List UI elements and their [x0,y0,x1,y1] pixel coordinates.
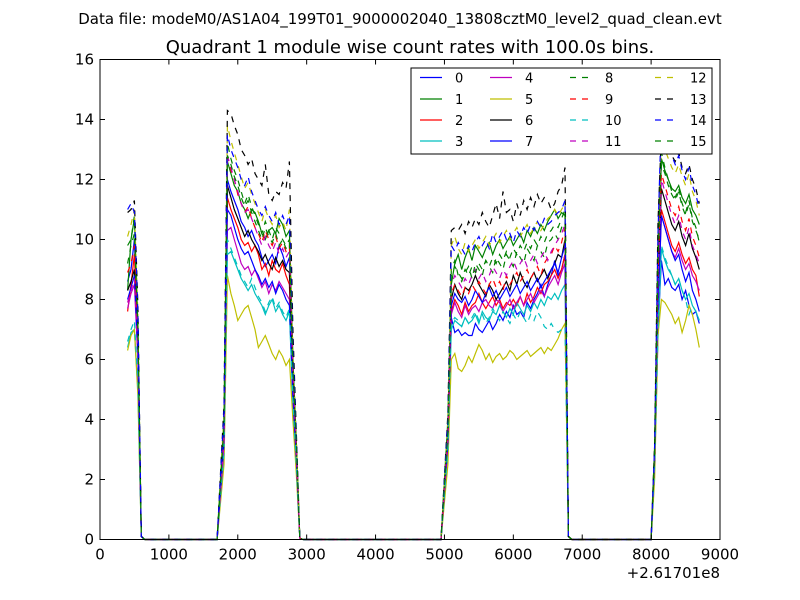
series-line-6 [127,185,700,541]
series-13 [127,109,700,541]
x-tick-label: 3000 [288,546,326,564]
legend-label-5: 5 [525,93,533,108]
y-tick-label: 14 [75,111,94,129]
series-line-1 [127,158,700,541]
series-line-10 [127,239,700,541]
series-7 [127,207,700,541]
chart-suptitle: Data file: modeM0/AS1A04_199T01_90000020… [78,10,722,29]
x-tick-label: 6000 [494,546,532,564]
x-tick-label: 0 [95,546,105,564]
series-line-9 [127,155,700,541]
series-line-5 [127,275,700,541]
series-4 [127,215,700,541]
x-tick-label: 8000 [632,546,670,564]
series-line-11 [127,155,700,541]
series-line-13 [127,109,700,541]
legend-label-15: 15 [690,135,707,150]
legend-label-13: 13 [690,93,707,108]
legend-label-11: 11 [605,135,622,150]
x-tick-label: 9000 [701,546,739,564]
series-line-12 [127,125,700,541]
series-6 [127,185,700,541]
x-tick-label: 4000 [356,546,394,564]
series-line-4 [127,215,700,541]
x-offset-label: +2.61701e8 [627,564,720,582]
series-11 [127,155,700,541]
y-tick-label: 16 [75,51,94,69]
y-tick-label: 6 [84,351,94,369]
series-line-2 [127,197,700,541]
series-15 [127,152,700,541]
legend-label-6: 6 [525,114,533,129]
x-tick-label: 7000 [563,546,601,564]
y-tick-label: 0 [84,531,94,549]
axis-ticks: 0 1000 2000 3000 4000 5000 6000 7000 8000 9000 0 2 4… [75,51,739,564]
legend-label-2: 2 [455,114,463,129]
series-3 [127,248,700,541]
series-9 [127,155,700,541]
series-10 [127,239,700,541]
legend-label-10: 10 [605,114,622,129]
series-8 [127,143,700,541]
series-line-0 [127,179,700,541]
y-tick-label: 8 [84,291,94,309]
series-2 [127,197,700,541]
series-line-15 [127,152,700,541]
x-tick-label: 5000 [425,546,463,564]
x-tick-label: 2000 [219,546,257,564]
legend-label-3: 3 [455,135,463,150]
legend-label-7: 7 [525,135,533,150]
legend-label-1: 1 [455,93,463,108]
series-1 [127,158,700,541]
x-tick-label: 1000 [150,546,188,564]
series-layer [127,109,700,541]
series-line-14 [127,113,700,541]
legend-label-12: 12 [690,72,707,87]
legend-label-8: 8 [605,72,613,87]
series-line-3 [127,248,700,541]
y-tick-label: 4 [84,411,94,429]
legend-box [410,67,713,155]
series-line-8 [127,143,700,541]
series-5 [127,275,700,541]
series-0 [127,179,700,541]
y-tick-label: 2 [84,471,94,489]
series-12 [127,125,700,541]
legend-label-4: 4 [525,72,533,87]
series-14 [127,113,700,541]
legend-label-0: 0 [455,72,463,87]
chart-title: Quadrant 1 module wise count rates with … [166,37,655,58]
series-line-7 [127,207,700,541]
legend-label-14: 14 [690,114,707,129]
y-tick-label: 12 [75,171,94,189]
y-tick-label: 10 [75,231,94,249]
legend-label-9: 9 [605,93,613,108]
